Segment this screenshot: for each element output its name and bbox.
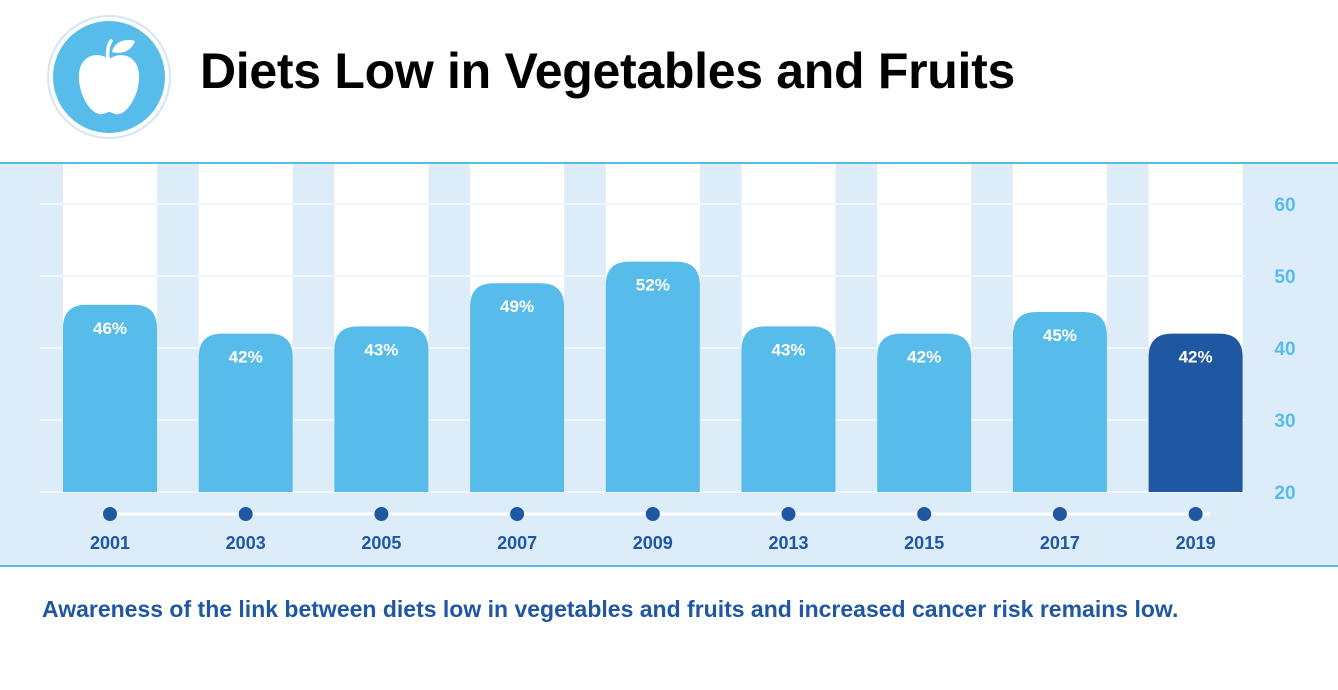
value-label-2007: 49%: [500, 297, 534, 316]
chart-panel: 46% 42% 43% 49% 52% 43% 42% 45% 42% 2001 2003 2005 2…: [0, 162, 1338, 567]
header: Diets Low in Vegetables and Fruits: [0, 0, 1338, 160]
bar-2005: [334, 326, 429, 492]
x-tick-label-2003: 2003: [226, 533, 266, 553]
x-axis-dot-2003: [238, 507, 253, 521]
value-label-2003: 42%: [229, 348, 263, 367]
x-tick-label-2015: 2015: [904, 533, 944, 553]
value-label-2015: 42%: [907, 348, 941, 367]
bar-2001: [63, 304, 157, 492]
bar-2017: [1012, 312, 1107, 492]
x-axis-dot-2009: [645, 507, 660, 521]
value-label-2001: 46%: [93, 319, 127, 338]
value-label-2013: 43%: [771, 340, 805, 359]
y-tick-label-20: 20: [1274, 483, 1295, 504]
x-axis-dot-2013: [781, 507, 796, 521]
bar-2015: [877, 333, 972, 492]
value-label-2017: 45%: [1043, 326, 1077, 345]
bar-chart: 46% 42% 43% 49% 52% 43% 42% 45% 42% 2001 2003 2005 2…: [0, 162, 1338, 567]
page-title: Diets Low in Vegetables and Fruits: [200, 43, 1015, 99]
bar-2007: [470, 283, 565, 492]
x-axis-dot-2015: [917, 507, 932, 521]
x-tick-label-2009: 2009: [633, 533, 673, 553]
y-tick-label-30: 30: [1274, 411, 1295, 432]
x-tick-label-2019: 2019: [1176, 533, 1216, 553]
apple-icon: [47, 15, 171, 139]
chart-caption: Awareness of the link between diets low …: [42, 596, 1179, 622]
x-tick-label-2001: 2001: [90, 533, 130, 553]
bar-2009: [605, 261, 700, 492]
bar-2003: [198, 333, 293, 492]
x-tick-label-2007: 2007: [497, 533, 537, 553]
value-label-2009: 52%: [636, 276, 670, 295]
x-tick-label-2017: 2017: [1040, 533, 1080, 553]
x-axis-dot-2019: [1188, 507, 1203, 521]
bar-2019: [1148, 333, 1243, 492]
x-axis-dot-2005: [374, 507, 389, 521]
x-tick-label-2005: 2005: [361, 533, 401, 553]
bar-2013: [741, 326, 836, 492]
value-label-2005: 43%: [364, 340, 398, 359]
y-tick-label-60: 60: [1274, 195, 1295, 216]
x-axis-dot-2001: [103, 507, 117, 521]
y-tick-label-50: 50: [1274, 267, 1295, 288]
x-tick-label-2013: 2013: [768, 533, 808, 553]
x-axis-dot-2007: [510, 507, 525, 521]
x-axis-dot-2017: [1052, 507, 1067, 521]
y-tick-label-40: 40: [1274, 339, 1295, 360]
value-label-2019: 42%: [1179, 348, 1213, 367]
